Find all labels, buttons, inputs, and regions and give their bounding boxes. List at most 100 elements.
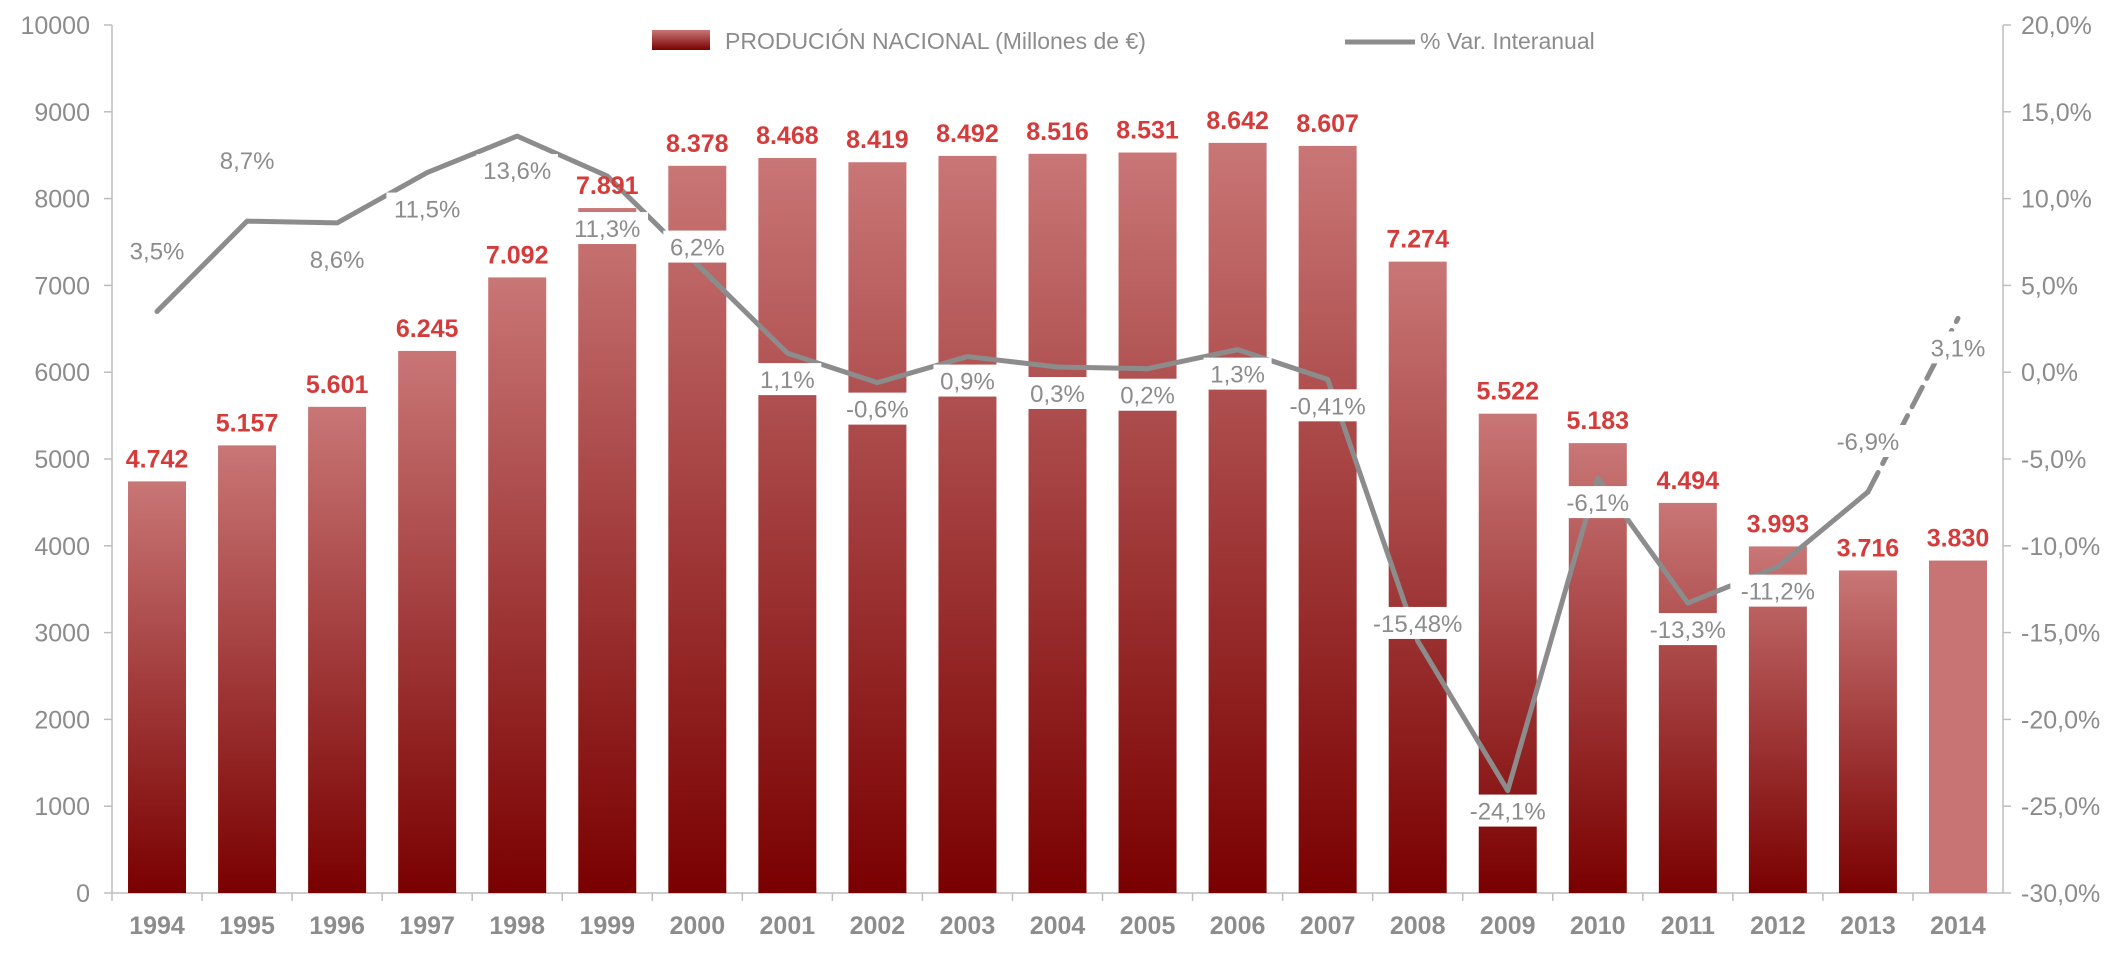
pct-label-bg: [1113, 378, 1182, 411]
pct-label-bg: [386, 192, 468, 225]
x-tick-label: 2014: [1930, 912, 1986, 940]
bar-value-label: 8.468: [756, 122, 819, 150]
bar-2003: [938, 155, 997, 893]
bar-value-label: 8.378: [666, 130, 729, 158]
pct-label: 3,1%: [1931, 335, 1986, 362]
variation-line: [154, 133, 1871, 794]
x-tick-label: 2008: [1390, 912, 1446, 940]
bar-2014: [1928, 560, 1987, 893]
bar-value-label: 4.494: [1657, 467, 1720, 495]
pct-label-bg: [1203, 357, 1272, 390]
pct-label: 6,2%: [670, 235, 725, 262]
pct-label: -15,48%: [1373, 611, 1462, 638]
x-tick-label: 1998: [489, 912, 545, 940]
pct-label: -11,2%: [1741, 579, 1815, 606]
pct-label-bg: [476, 154, 558, 187]
bar-2007: [1298, 145, 1357, 893]
bar-1999: [578, 208, 637, 893]
bar-2004: [1028, 153, 1087, 893]
left-tick-label: 9000: [34, 99, 90, 127]
legend-line-text: % Var. Interanual: [1420, 28, 1595, 54]
right-tick-label: -10,0%: [2021, 533, 2100, 561]
right-tick-label: -20,0%: [2021, 706, 2100, 734]
right-tick-label: -5,0%: [2021, 446, 2086, 474]
bar-value-label: 7.891: [576, 172, 639, 200]
pct-label: 3,5%: [130, 238, 185, 265]
pct-label-bg: [933, 364, 1002, 397]
pct-label-bg: [663, 230, 732, 263]
bar-2011: [1658, 502, 1717, 893]
right-tick-label: -25,0%: [2021, 793, 2100, 821]
x-tick-label: 2013: [1840, 912, 1896, 940]
x-tick-label: 1994: [129, 912, 185, 940]
pct-label: -13,3%: [1650, 617, 1726, 644]
pct-label: 0,2%: [1120, 383, 1175, 410]
bar-value-label: 3.716: [1837, 534, 1900, 562]
pct-label-bg: [1923, 331, 1992, 364]
bar-2013: [1838, 570, 1897, 893]
left-tick-label: 7000: [34, 272, 90, 300]
pct-label: -6,1%: [1566, 490, 1629, 517]
left-tick-label: 2000: [34, 706, 90, 734]
x-tick-label: 2004: [1030, 912, 1086, 940]
pct-label-bg: [1023, 376, 1092, 409]
bar-value-label: 5.183: [1567, 407, 1630, 435]
pct-label: 0,9%: [940, 369, 995, 396]
pct-label: 8,6%: [310, 247, 365, 274]
pct-label-bg: [303, 242, 372, 275]
pct-label: 11,5%: [394, 197, 460, 224]
left-tick-label: 10000: [20, 12, 90, 40]
right-tick-label: -15,0%: [2021, 620, 2100, 648]
bar-value-label: 8.642: [1206, 107, 1269, 135]
legend-bar-swatch: [652, 30, 710, 50]
left-tick-label: 1000: [34, 793, 90, 821]
right-tick-label: 20,0%: [2021, 12, 2092, 40]
bar-1998: [488, 277, 547, 893]
left-tick-label: 3000: [34, 620, 90, 648]
bar-value-label: 7.092: [486, 241, 549, 269]
x-tick-label: 2002: [850, 912, 906, 940]
pct-label: -24,1%: [1470, 799, 1546, 826]
x-tick-label: 2006: [1210, 912, 1266, 940]
pct-label-bg: [123, 234, 192, 267]
pct-label: 13,6%: [483, 158, 551, 185]
pct-label-bg: [1640, 613, 1736, 646]
right-tick-label: 5,0%: [2021, 272, 2078, 300]
x-tick-label: 2000: [669, 912, 725, 940]
x-tick-label: 1999: [579, 912, 635, 940]
bar-value-label: 8.607: [1296, 110, 1359, 138]
pct-label: 1,3%: [1210, 362, 1265, 389]
bar-1997: [398, 350, 457, 894]
bar-value-label: 8.492: [936, 120, 999, 148]
bar-value-label: 5.601: [306, 371, 369, 399]
left-tick-label: 0: [76, 880, 90, 908]
pct-label: 1,1%: [760, 367, 815, 394]
bar-value-label: 5.522: [1476, 378, 1539, 406]
bar-1996: [308, 406, 367, 893]
right-tick-label: -30,0%: [2021, 880, 2100, 908]
legend-bar-text: PRODUCIÓN NACIONAL (Millones de €): [725, 28, 1146, 54]
x-tick-label: 2001: [760, 912, 816, 940]
x-tick-label: 2009: [1480, 912, 1536, 940]
pct-label: 0,3%: [1030, 381, 1085, 408]
bar-1995: [218, 445, 277, 893]
x-tick-label: 2012: [1750, 912, 1806, 940]
left-tick-label: 6000: [34, 359, 90, 387]
left-tick-label: 8000: [34, 186, 90, 214]
right-tick-label: 15,0%: [2021, 99, 2092, 127]
pct-label-bg: [1460, 794, 1556, 827]
x-tick-label: 2003: [940, 912, 996, 940]
bar-2006: [1208, 142, 1267, 894]
x-tick-label: 2007: [1300, 912, 1356, 940]
x-tick-label: 1995: [219, 912, 275, 940]
bar-value-label: 6.245: [396, 315, 459, 343]
bar-1994: [128, 481, 187, 893]
bar-value-label: 3.993: [1747, 510, 1810, 538]
pct-label-bg: [213, 144, 282, 177]
bar-2001: [758, 157, 817, 893]
bar-value-label: 3.830: [1927, 525, 1990, 553]
pct-label-bg: [1280, 389, 1376, 422]
x-tick-label: 1997: [399, 912, 455, 940]
left-tick-label: 5000: [34, 446, 90, 474]
